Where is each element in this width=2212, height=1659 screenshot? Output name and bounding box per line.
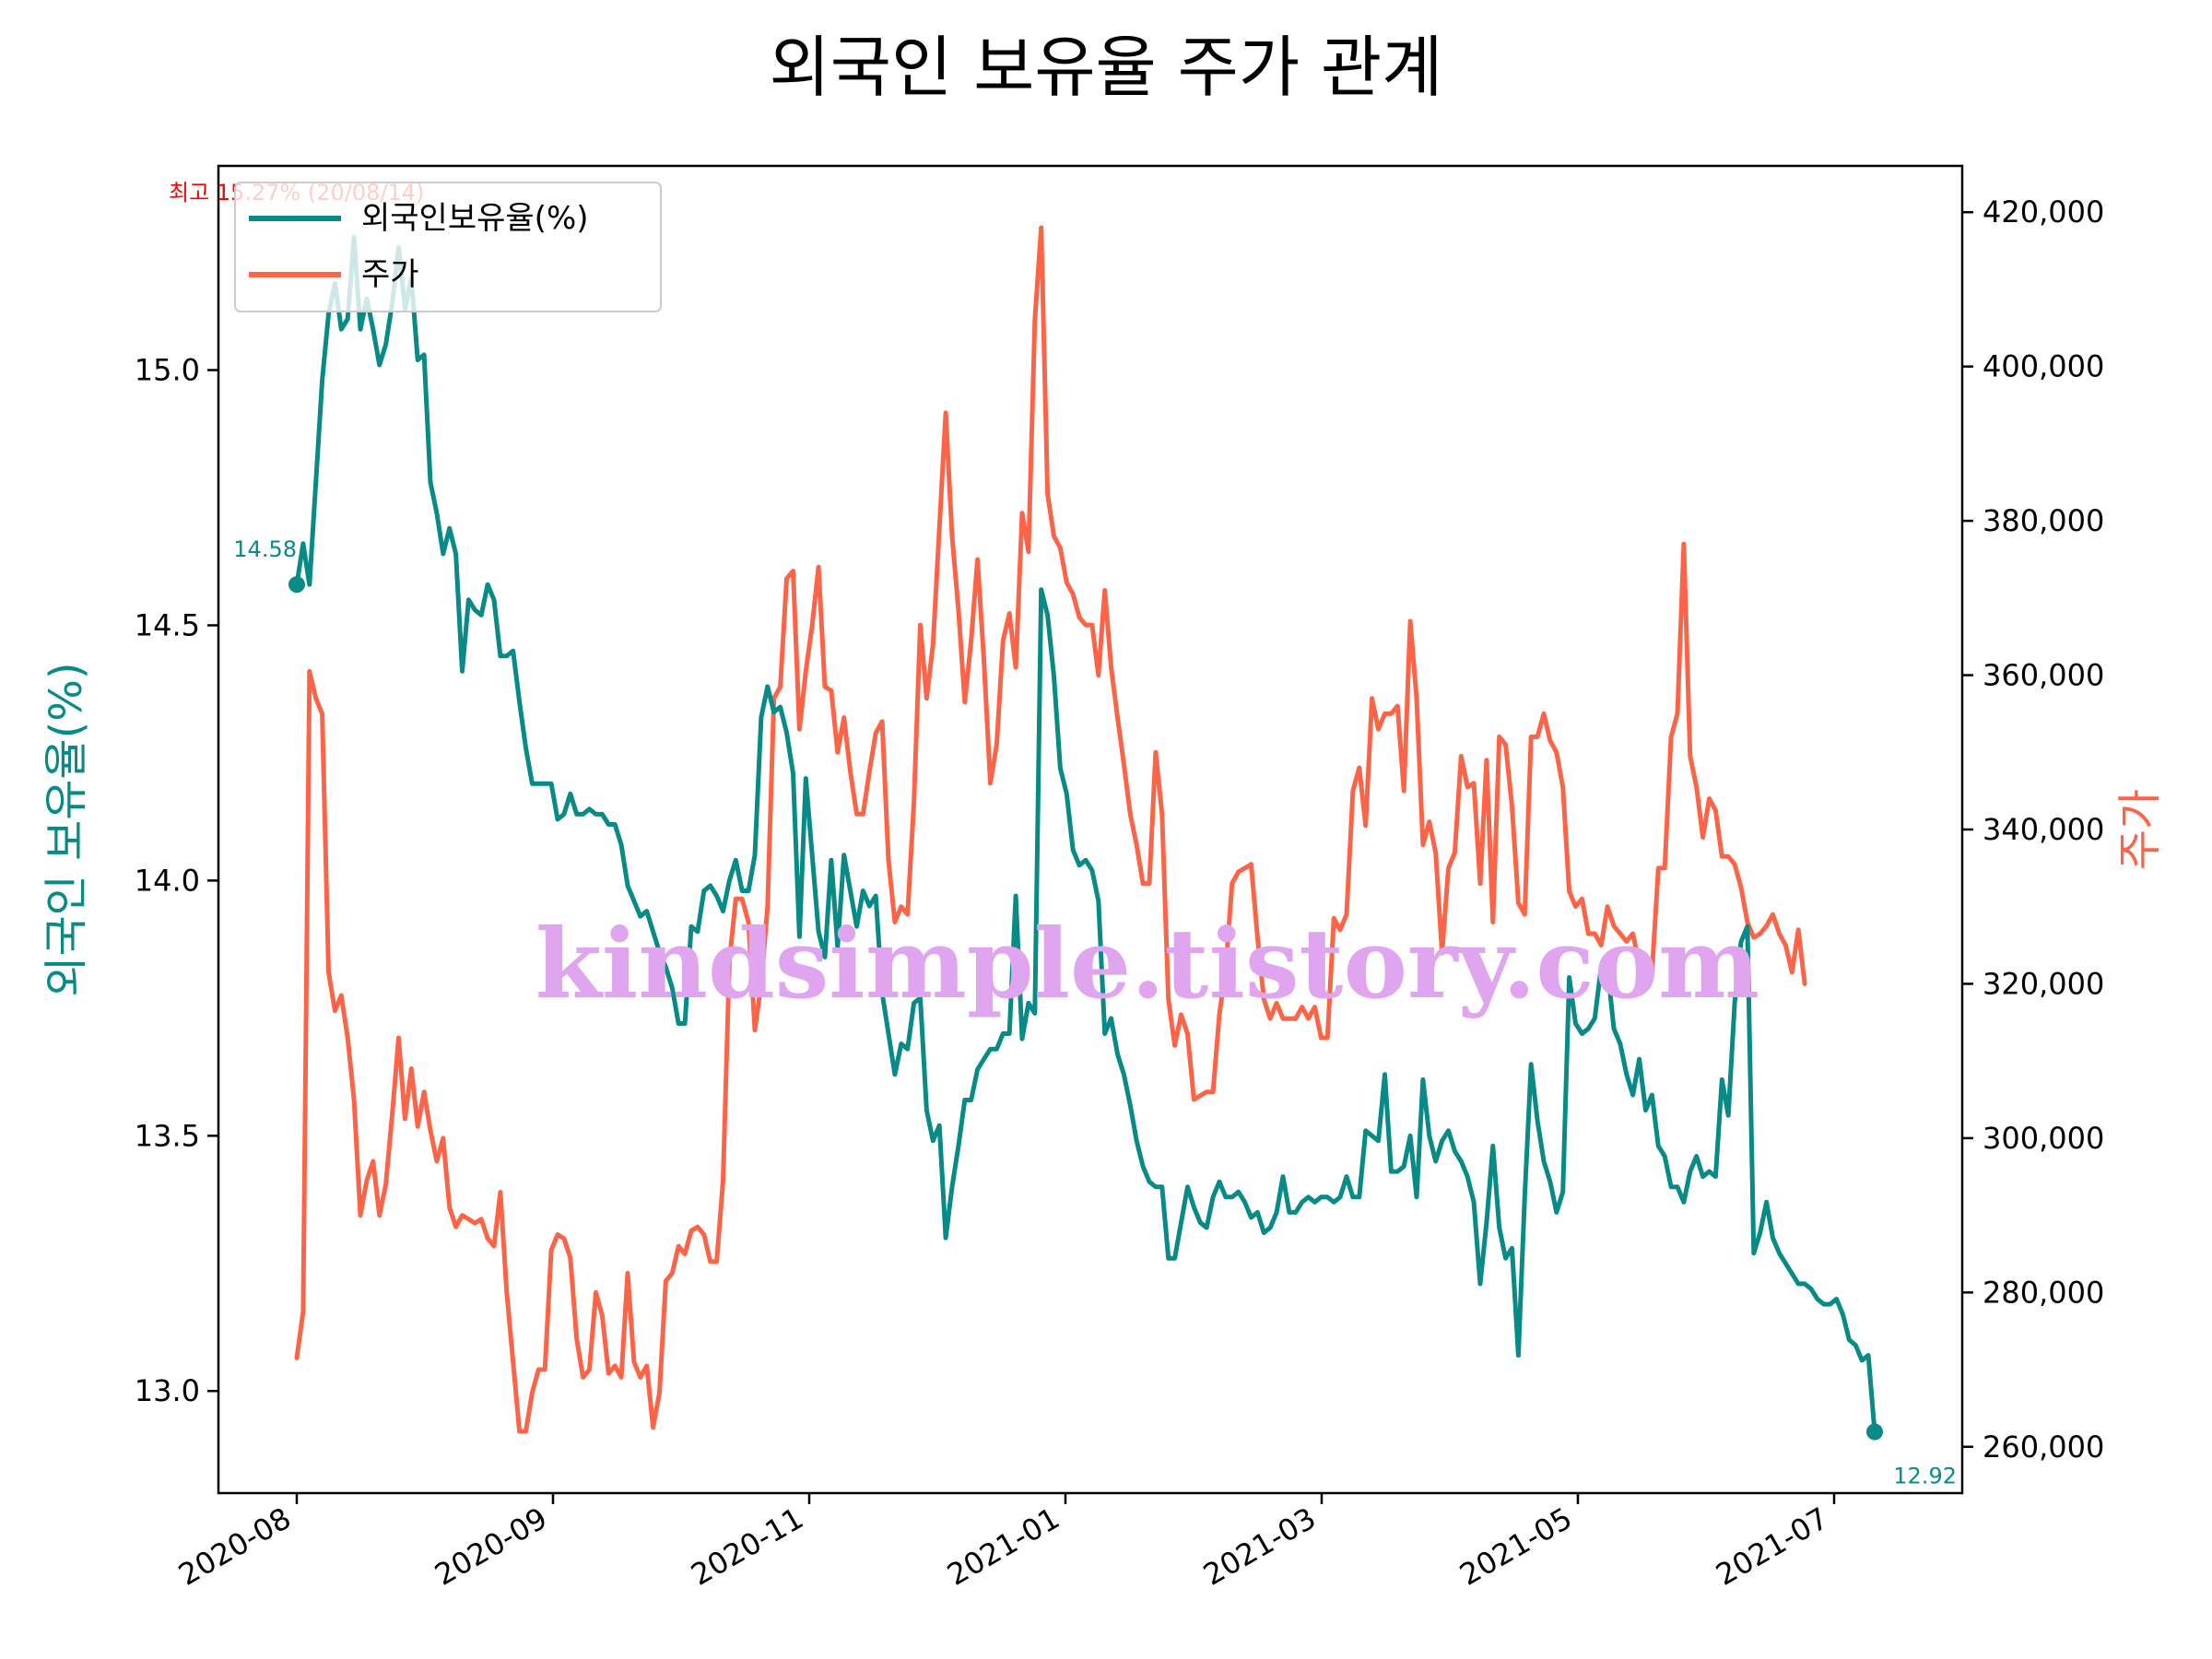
series-line-ownership	[294, 235, 1877, 1434]
y-right-tick-label: 380,000	[1983, 503, 2104, 538]
y-right-tick-label: 400,000	[1983, 349, 2104, 384]
end-point-marker	[1866, 1423, 1883, 1441]
y-axis-left-label: 외국인 보유율(%)	[41, 662, 92, 996]
y-right-tick-label: 260,000	[1983, 1430, 2104, 1465]
start-value-label: 14.58	[233, 536, 297, 562]
y-axis-right-label: 주가	[2114, 789, 2166, 870]
legend-label-price: 주가	[361, 256, 419, 293]
x-tick-label: 2021-01	[941, 1500, 1065, 1593]
y-left-tick-label: 15.0	[135, 353, 200, 388]
x-tick-label: 2020-09	[429, 1500, 553, 1593]
y-right-tick-label: 300,000	[1983, 1121, 2104, 1156]
y-axis-right: 260,000 280,000 300,000 320,000 340,000 360,0…	[1962, 194, 2104, 1465]
y-right-tick-label: 340,000	[1983, 812, 2104, 847]
x-tick-label: 2021-05	[1453, 1500, 1578, 1593]
start-point-marker	[288, 576, 305, 594]
y-left-tick-label: 13.0	[135, 1373, 200, 1408]
y-right-tick-label: 320,000	[1983, 966, 2104, 1001]
chart-title: 외국인 보유율 주가 관계	[769, 29, 1442, 106]
y-axis-left: 13.0 13.5 14.0 14.5 15.0	[135, 353, 218, 1408]
x-tick-label: 2020-11	[685, 1500, 809, 1593]
x-tick-label: 2020-08	[172, 1500, 297, 1593]
series-line-price	[294, 225, 1807, 1434]
legend-box	[234, 182, 662, 312]
y-left-tick-label: 14.5	[135, 607, 200, 642]
series-layer	[288, 225, 1883, 1441]
x-axis: 2020-08 2020-09 2020-11 2021-01 2021-03 2021-…	[172, 1493, 1836, 1593]
y-left-tick-label: 13.5	[135, 1118, 200, 1153]
legend-label-ownership: 외국인보유율(%)	[361, 200, 589, 237]
x-tick-label: 2021-07	[1710, 1500, 1834, 1593]
legend: 외국인보유율(%) 주가	[234, 182, 662, 312]
y-right-tick-label: 420,000	[1983, 194, 2104, 229]
end-value-label: 12.92	[1893, 1464, 1957, 1489]
watermark: kindsimple.tistory.com	[535, 907, 1759, 1020]
y-left-tick-label: 14.0	[135, 863, 200, 898]
y-right-tick-label: 280,000	[1983, 1275, 2104, 1310]
x-tick-label: 2021-03	[1197, 1500, 1322, 1593]
y-right-tick-label: 360,000	[1983, 658, 2104, 693]
